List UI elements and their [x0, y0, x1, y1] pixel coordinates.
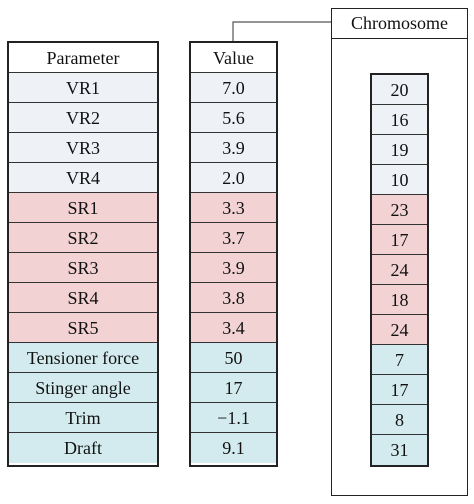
parameter-cell: Draft	[9, 433, 157, 463]
chromosome-frame	[331, 8, 468, 496]
value-cell: 3.9	[191, 133, 276, 163]
value-cell: −1.1	[191, 403, 276, 433]
gene-cell: 31	[372, 435, 427, 465]
value-cell: 3.4	[191, 313, 276, 343]
parameter-header: Parameter	[9, 43, 157, 73]
parameter-cell: SR2	[9, 223, 157, 253]
value-cell: 17	[191, 373, 276, 403]
gene-cell: 17	[372, 225, 427, 255]
gene-cell: 17	[372, 375, 427, 405]
parameter-column: Parameter VR1 VR2 VR3 VR4 SR1 SR2 SR3 SR4 SR5 Ten…	[7, 41, 159, 467]
parameter-cell: Tensioner force	[9, 343, 157, 373]
parameter-cell: VR1	[9, 73, 157, 103]
gene-cell: 24	[372, 315, 427, 345]
value-cell: 3.9	[191, 253, 276, 283]
gene-cell: 7	[372, 345, 427, 375]
parameter-cell: SR1	[9, 193, 157, 223]
gene-cell: 10	[372, 165, 427, 195]
parameter-cell: VR2	[9, 103, 157, 133]
parameter-cell: VR3	[9, 133, 157, 163]
gene-cell: 8	[372, 405, 427, 435]
value-header: Value	[191, 43, 276, 73]
chromosome-column: 20 16 19 10 23 17 24 18 24 7 17 8 31	[370, 73, 429, 467]
value-cell: 5.6	[191, 103, 276, 133]
parameter-cell: SR4	[9, 283, 157, 313]
value-cell: 7.0	[191, 73, 276, 103]
value-cell: 50	[191, 343, 276, 373]
gene-cell: 16	[372, 105, 427, 135]
value-column: Value 7.0 5.6 3.9 2.0 3.3 3.7 3.9 3.8 3.4 50 17 −1.…	[189, 41, 278, 467]
parameter-cell: SR3	[9, 253, 157, 283]
parameter-cell: SR5	[9, 313, 157, 343]
gene-cell: 23	[372, 195, 427, 225]
value-cell: 9.1	[191, 433, 276, 463]
gene-cell: 24	[372, 255, 427, 285]
parameter-cell: Stinger angle	[9, 373, 157, 403]
parameter-cell: Trim	[9, 403, 157, 433]
chromosome-title: Chromosome	[331, 8, 468, 39]
gene-cell: 19	[372, 135, 427, 165]
value-cell: 3.8	[191, 283, 276, 313]
value-cell: 3.3	[191, 193, 276, 223]
gene-cell: 20	[372, 75, 427, 105]
value-cell: 3.7	[191, 223, 276, 253]
value-cell: 2.0	[191, 163, 276, 193]
gene-cell: 18	[372, 285, 427, 315]
parameter-cell: VR4	[9, 163, 157, 193]
